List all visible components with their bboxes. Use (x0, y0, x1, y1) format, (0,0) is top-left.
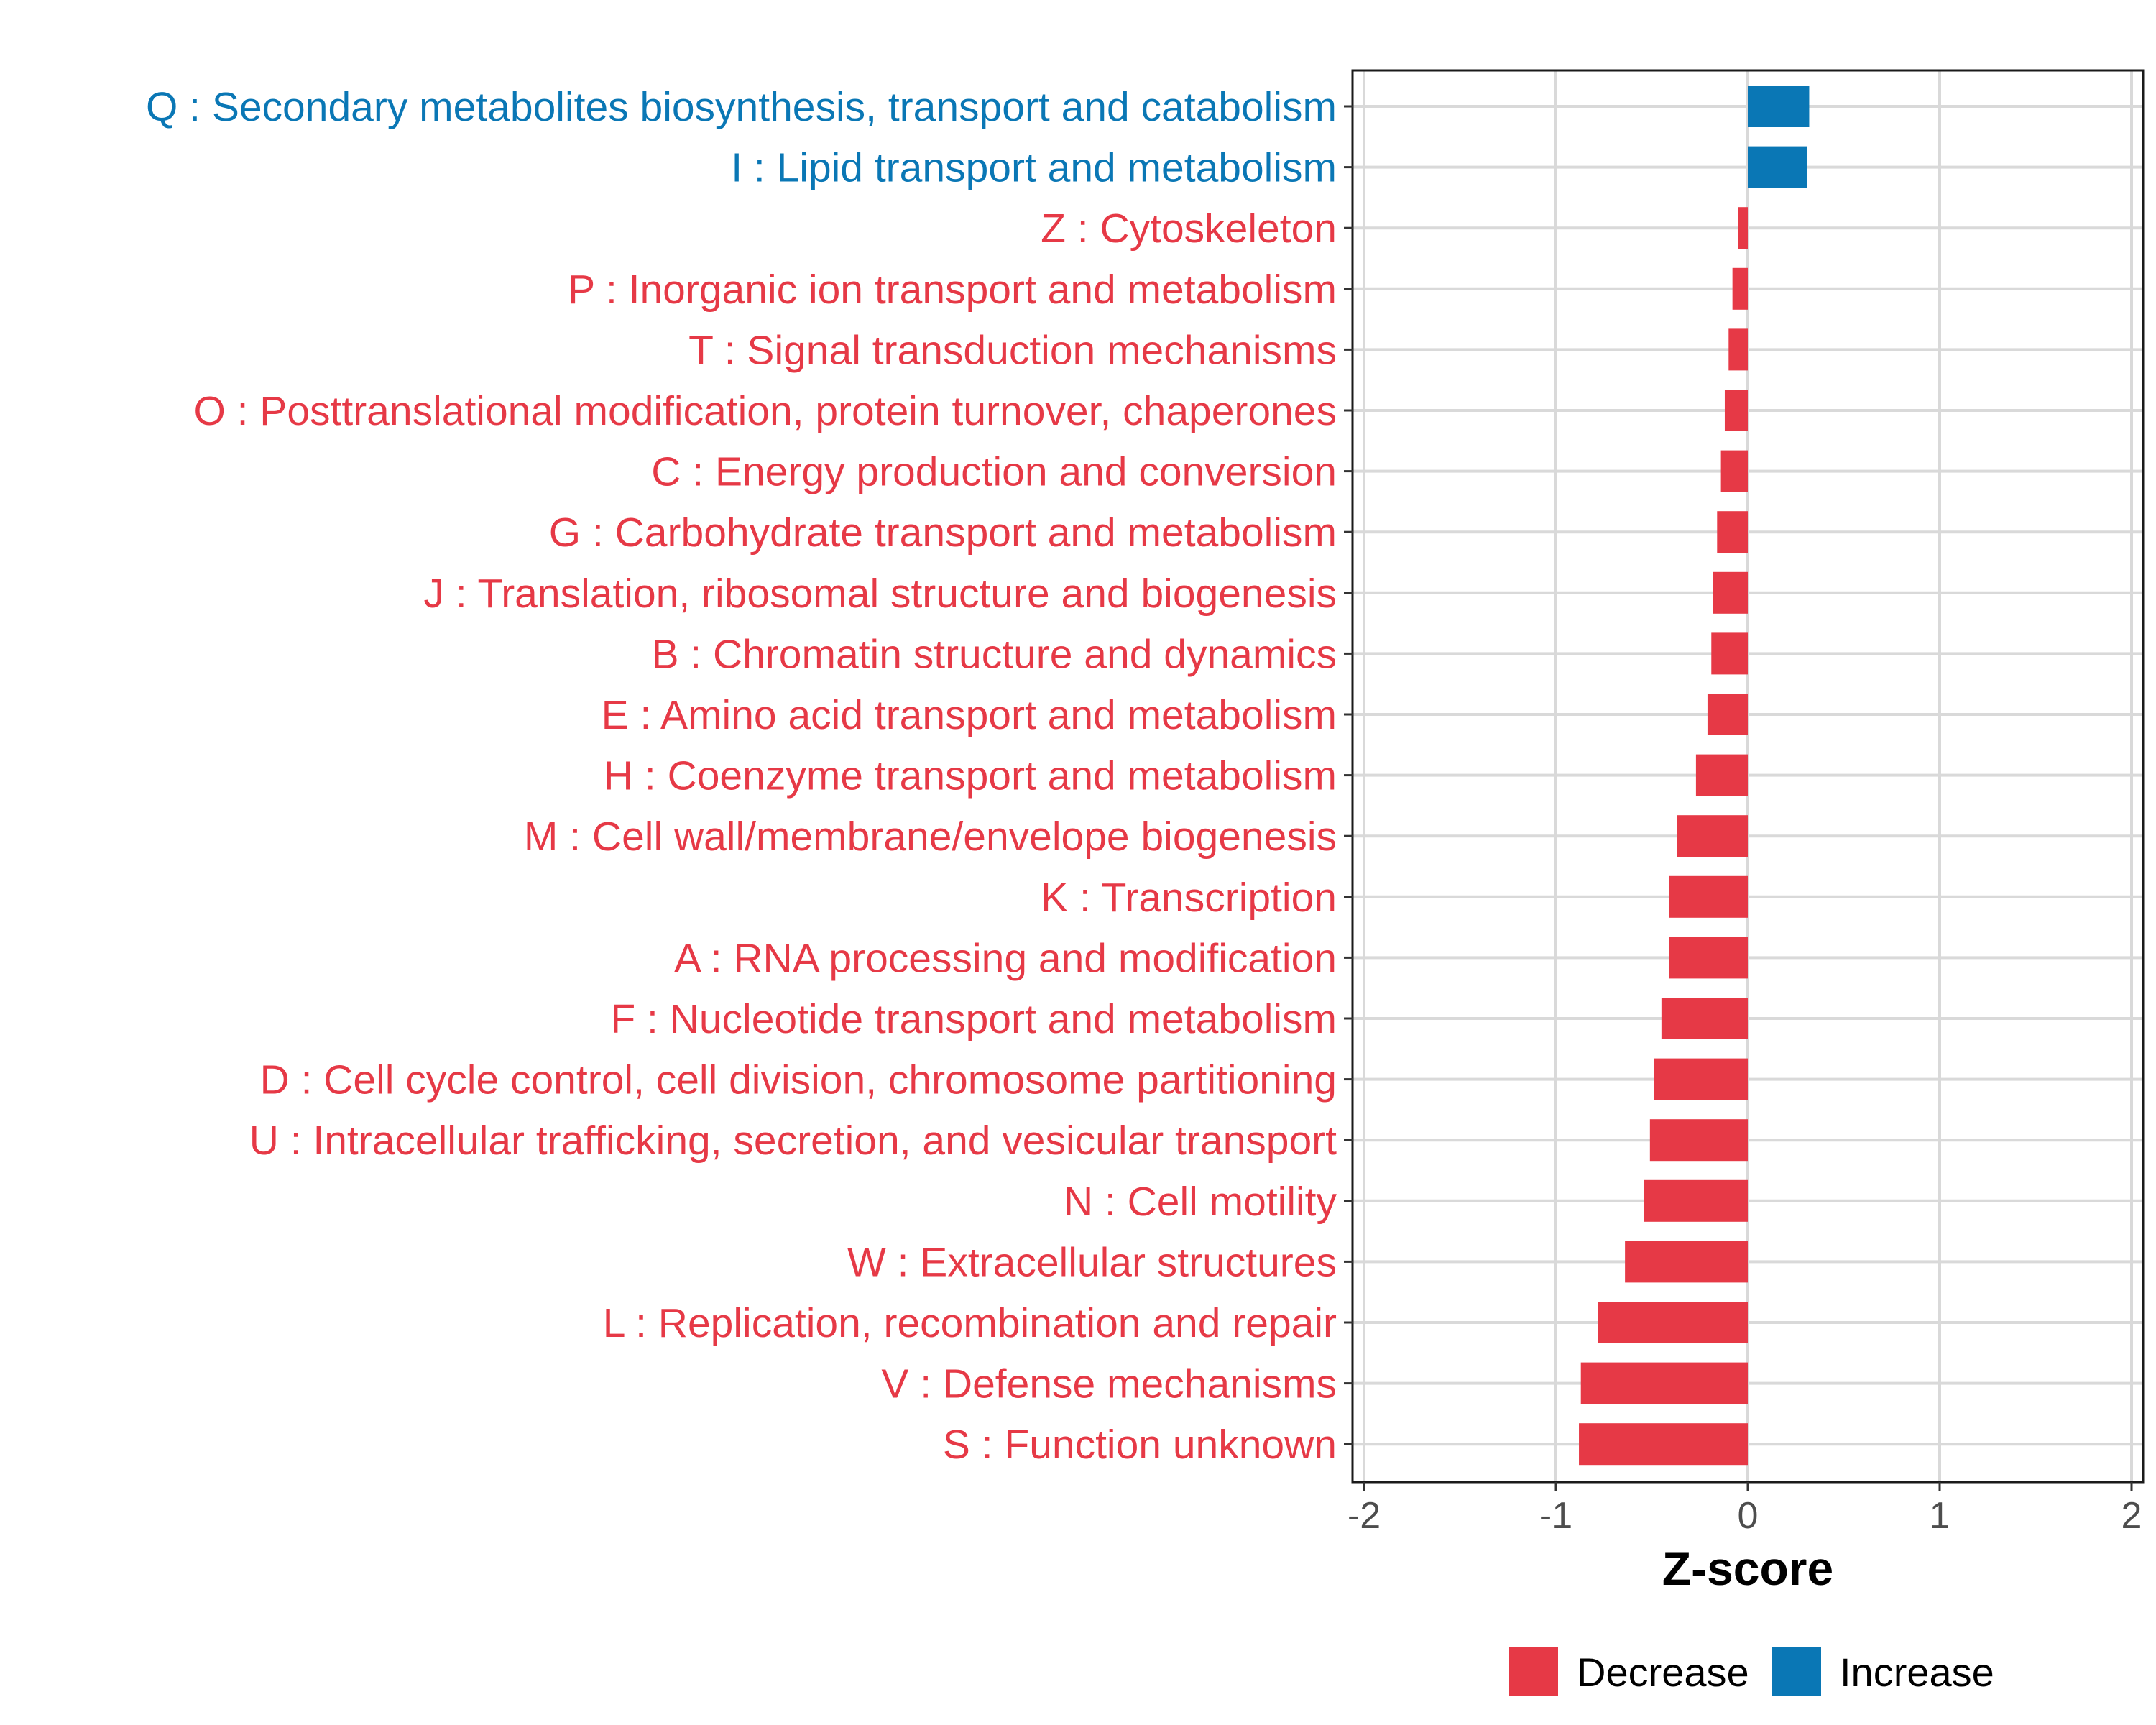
bar (1669, 875, 1748, 918)
category-label: Q : Secondary metabolites biosynthesis, … (146, 84, 1337, 130)
bar (1707, 694, 1748, 735)
category-labels: Q : Secondary metabolites biosynthesis, … (146, 84, 1337, 1468)
bar (1711, 632, 1748, 675)
legend-label: Decrease (1577, 1650, 1749, 1695)
bar (1661, 998, 1748, 1039)
legend-swatch (1772, 1647, 1821, 1696)
bar (1748, 86, 1810, 127)
category-label: D : Cell cycle control, cell division, c… (260, 1057, 1337, 1103)
bar (1728, 328, 1748, 371)
category-label: J : Translation, ribosomal structure and… (424, 571, 1337, 617)
category-label: G : Carbohydrate transport and metabolis… (549, 510, 1337, 556)
bar (1598, 1302, 1748, 1343)
bar (1649, 1119, 1748, 1162)
bar (1732, 267, 1748, 310)
category-label: W : Extracellular structures (847, 1239, 1337, 1285)
category-label: P : Inorganic ion transport and metaboli… (568, 267, 1337, 313)
category-label: E : Amino acid transport and metabolism (602, 692, 1337, 738)
category-label: N : Cell motility (1064, 1179, 1337, 1225)
bar (1695, 754, 1748, 796)
category-label: H : Coenzyme transport and metabolism (604, 753, 1337, 799)
bar (1738, 207, 1748, 249)
bar (1720, 450, 1748, 492)
x-axis-ticks (1363, 1482, 2133, 1491)
bar (1579, 1423, 1748, 1466)
x-tick-label: 2 (2122, 1495, 2142, 1537)
x-axis-title: Z-score (1662, 1542, 1833, 1595)
bar (1625, 1241, 1748, 1283)
category-label: C : Energy production and conversion (651, 449, 1337, 495)
category-label: M : Cell wall/membrane/envelope biogenes… (524, 814, 1337, 860)
category-label: A : RNA processing and modification (674, 935, 1337, 981)
bar (1717, 511, 1748, 553)
category-label: O : Posttranslational modification, prot… (193, 388, 1337, 434)
legend: Decrease Increase (1509, 1647, 1994, 1696)
legend-label: Increase (1840, 1650, 1994, 1695)
category-label: B : Chromatin structure and dynamics (651, 631, 1337, 677)
category-label: F : Nucleotide transport and metabolism (610, 996, 1337, 1042)
bar (1669, 937, 1748, 979)
x-axis-tick-labels: -2 -1 0 1 2 (1348, 1495, 2142, 1537)
category-label: T : Signal transduction mechanisms (688, 327, 1337, 373)
bar (1724, 390, 1748, 431)
y-axis-ticks (1344, 105, 1353, 1445)
category-label: V : Defense mechanisms (881, 1361, 1337, 1407)
x-tick-label: 0 (1738, 1495, 1759, 1537)
x-tick-label: -2 (1348, 1495, 1381, 1537)
x-tick-label: 1 (1930, 1495, 1950, 1537)
category-label: I : Lipid transport and metabolism (731, 145, 1337, 191)
legend-swatch (1509, 1647, 1558, 1696)
category-label: Z : Cytoskeleton (1041, 206, 1337, 252)
bar (1654, 1058, 1748, 1100)
bars (1579, 86, 1810, 1466)
bar (1644, 1179, 1748, 1222)
bar (1713, 571, 1748, 614)
x-tick-label: -1 (1539, 1495, 1572, 1537)
category-label: K : Transcription (1041, 875, 1337, 921)
bar (1677, 815, 1748, 857)
category-label: S : Function unknown (943, 1422, 1337, 1468)
bar (1580, 1362, 1748, 1404)
bar (1748, 146, 1807, 188)
category-label: L : Replication, recombination and repai… (603, 1300, 1337, 1346)
category-label: U : Intracellular trafficking, secretion… (249, 1118, 1337, 1164)
